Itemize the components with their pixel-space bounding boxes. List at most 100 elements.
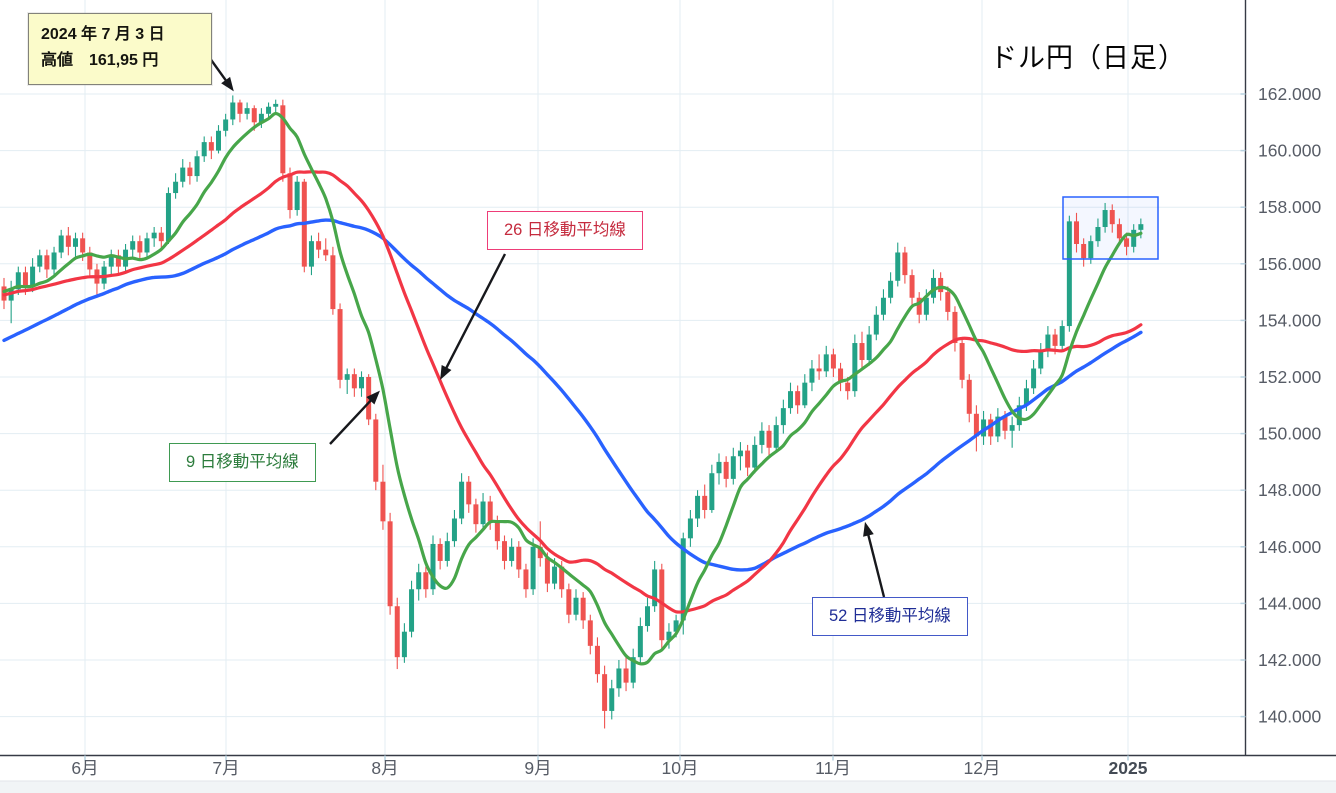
candle[interactable] xyxy=(380,464,386,530)
candle[interactable] xyxy=(237,99,243,123)
ma52-label[interactable]: 52 日移動平均線 xyxy=(812,597,968,637)
candle[interactable] xyxy=(666,623,672,649)
candle[interactable] xyxy=(1131,224,1137,253)
candle[interactable] xyxy=(301,178,307,273)
candle[interactable] xyxy=(151,227,157,247)
candle[interactable] xyxy=(852,334,858,397)
candle[interactable] xyxy=(902,246,908,284)
candle[interactable] xyxy=(137,235,143,261)
candle[interactable] xyxy=(566,583,572,624)
candle[interactable] xyxy=(909,269,915,307)
candle[interactable] xyxy=(1109,204,1115,233)
candle[interactable] xyxy=(816,354,822,380)
candle[interactable] xyxy=(165,187,171,244)
candle[interactable] xyxy=(1138,218,1144,239)
candle[interactable] xyxy=(330,246,336,315)
candle[interactable] xyxy=(1016,396,1022,431)
candle[interactable] xyxy=(144,232,150,259)
candle[interactable] xyxy=(473,498,479,533)
candle[interactable] xyxy=(1038,343,1044,375)
candle[interactable] xyxy=(423,566,429,598)
candle[interactable] xyxy=(616,660,622,697)
time-scale[interactable]: 6月 7月 8月 9月 10月 11月 12月 2025 xyxy=(71,755,1148,779)
candle[interactable] xyxy=(37,249,43,273)
candle[interactable] xyxy=(530,538,536,595)
candle[interactable] xyxy=(1081,238,1087,267)
highlight-box[interactable] xyxy=(1062,196,1159,260)
candle[interactable] xyxy=(502,535,507,570)
candle[interactable] xyxy=(802,374,808,409)
candle[interactable] xyxy=(594,637,600,683)
candle[interactable] xyxy=(537,521,543,567)
candle[interactable] xyxy=(394,597,400,670)
candle[interactable] xyxy=(959,337,965,389)
candle[interactable] xyxy=(1095,218,1101,247)
candle[interactable] xyxy=(480,493,486,530)
candle[interactable] xyxy=(187,161,193,185)
candle[interactable] xyxy=(973,405,979,452)
candle[interactable] xyxy=(652,560,658,612)
candle[interactable] xyxy=(173,173,179,199)
candle[interactable] xyxy=(795,385,801,414)
candle[interactable] xyxy=(208,136,214,160)
ma26-label[interactable]: 26 日移動平均線 xyxy=(487,211,643,251)
candle[interactable] xyxy=(430,535,436,595)
ma9-label[interactable]: 9 日移動平均線 xyxy=(169,443,316,483)
candle[interactable] xyxy=(51,246,57,276)
candle[interactable] xyxy=(609,679,615,720)
candle[interactable] xyxy=(981,410,987,445)
candle[interactable] xyxy=(859,331,865,369)
candle[interactable] xyxy=(387,512,393,615)
candle[interactable] xyxy=(838,362,844,392)
candle[interactable] xyxy=(459,473,465,525)
candle[interactable] xyxy=(280,99,286,182)
candle[interactable] xyxy=(945,286,951,321)
candle[interactable] xyxy=(158,227,164,250)
candle[interactable] xyxy=(373,413,379,491)
candle[interactable] xyxy=(359,371,364,397)
candle[interactable] xyxy=(866,326,872,366)
candle[interactable] xyxy=(180,159,186,188)
candle[interactable] xyxy=(888,272,894,304)
candle[interactable] xyxy=(709,464,715,513)
candle[interactable] xyxy=(752,436,758,474)
candle[interactable] xyxy=(773,416,779,451)
candle[interactable] xyxy=(873,306,879,341)
candle[interactable] xyxy=(737,442,743,471)
candle[interactable] xyxy=(273,99,279,114)
candle[interactable] xyxy=(1045,326,1051,358)
candle[interactable] xyxy=(344,368,350,394)
candle[interactable] xyxy=(1074,212,1079,253)
candle[interactable] xyxy=(730,447,736,485)
candle[interactable] xyxy=(308,235,314,276)
candle[interactable] xyxy=(880,289,886,321)
candle[interactable] xyxy=(194,150,200,182)
candle[interactable] xyxy=(1059,320,1065,352)
candle[interactable] xyxy=(87,246,93,278)
candle[interactable] xyxy=(523,563,529,598)
candle[interactable] xyxy=(630,648,636,689)
candle[interactable] xyxy=(65,227,71,256)
candle[interactable] xyxy=(895,242,901,287)
candle[interactable] xyxy=(916,292,922,324)
candle[interactable] xyxy=(995,408,1001,443)
candle[interactable] xyxy=(952,306,958,352)
candle[interactable] xyxy=(759,422,765,454)
candle[interactable] xyxy=(587,614,593,655)
candle[interactable] xyxy=(223,113,229,137)
candle[interactable] xyxy=(623,657,629,692)
candle[interactable] xyxy=(1009,416,1015,448)
candle[interactable] xyxy=(809,360,815,392)
candle[interactable] xyxy=(451,510,457,547)
candle[interactable] xyxy=(702,484,708,519)
candle[interactable] xyxy=(580,592,586,629)
candle[interactable] xyxy=(823,345,829,377)
candle[interactable] xyxy=(830,348,836,377)
candle[interactable] xyxy=(966,374,972,423)
candle[interactable] xyxy=(988,413,994,445)
candle[interactable] xyxy=(201,136,207,162)
candle[interactable] xyxy=(351,368,357,397)
candle[interactable] xyxy=(44,249,50,278)
candle[interactable] xyxy=(115,249,121,276)
